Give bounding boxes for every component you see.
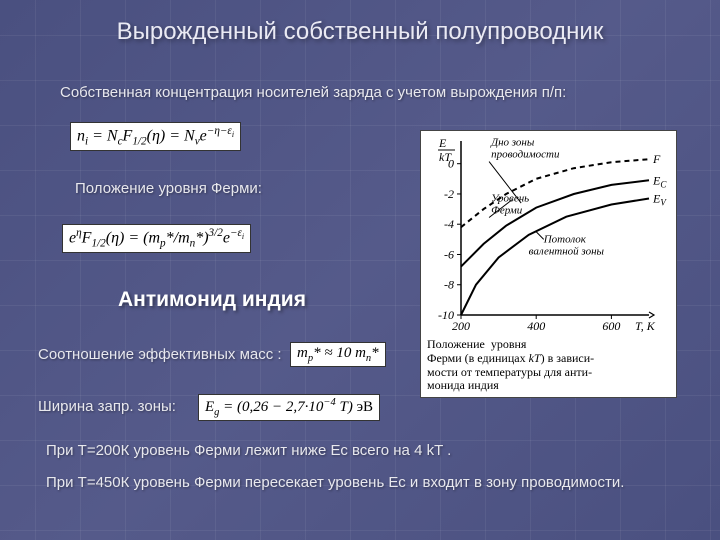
svg-text:Потолок: Потолок — [543, 233, 587, 245]
formula-ni: ni = NcF1/2(η) = Nve−η−εi — [70, 122, 241, 151]
svg-text:-4: -4 — [444, 217, 454, 231]
svg-text:kT: kT — [439, 150, 452, 164]
chart-svg: 0-2-4-6-8-10200400600EkTT, KFECEVДно зон… — [421, 131, 676, 336]
svg-text:Дно зоны: Дно зоны — [490, 137, 535, 149]
svg-text:200: 200 — [452, 319, 470, 333]
slide: Вырожденный собственный полупроводник Со… — [0, 0, 720, 540]
svg-text:EC: EC — [652, 173, 667, 189]
svg-text:F: F — [652, 152, 661, 166]
formula-fermi: eηF1/2(η) = (mp*/mn*)3/2e−εi — [62, 224, 251, 253]
formula-eg: Eg = (0,26 − 2,7·10−4 T) эВ — [198, 394, 380, 421]
subtitle-insb: Антимонид индия — [118, 288, 306, 312]
svg-text:-8: -8 — [444, 278, 454, 292]
svg-text:Уровень: Уровень — [491, 193, 529, 205]
svg-text:E: E — [438, 136, 447, 150]
svg-text:-2: -2 — [444, 187, 454, 201]
intro-text: Собственная концентрация носителей заряд… — [60, 84, 566, 101]
svg-text:Ферми: Ферми — [491, 205, 523, 217]
svg-text:EV: EV — [652, 191, 667, 207]
chart-caption: Положение уровняФерми (в единицах kT) в … — [421, 336, 676, 397]
svg-text:600: 600 — [602, 319, 620, 333]
fermi-pos-text: Положение уровня Ферми: — [75, 180, 262, 197]
svg-text:400: 400 — [527, 319, 545, 333]
svg-text:T, K: T, K — [635, 319, 656, 333]
svg-text:проводимости: проводимости — [491, 149, 560, 161]
bandgap-text: Ширина запр. зоны: — [38, 398, 176, 415]
slide-title: Вырожденный собственный полупроводник — [0, 18, 720, 46]
svg-text:валентной зоны: валентной зоны — [529, 245, 605, 257]
svg-text:-6: -6 — [444, 247, 454, 261]
note2-text: При Т=450К уровень Ферми пересекает уров… — [46, 474, 690, 491]
fermi-chart: 0-2-4-6-8-10200400600EkTT, KFECEVДно зон… — [420, 130, 677, 398]
formula-mass: mp* ≈ 10 mn* — [290, 342, 386, 367]
mass-ratio-text: Соотношение эффективных масс : — [38, 346, 282, 363]
note1-text: При Т=200К уровень Ферми лежит ниже Ес в… — [46, 442, 451, 459]
